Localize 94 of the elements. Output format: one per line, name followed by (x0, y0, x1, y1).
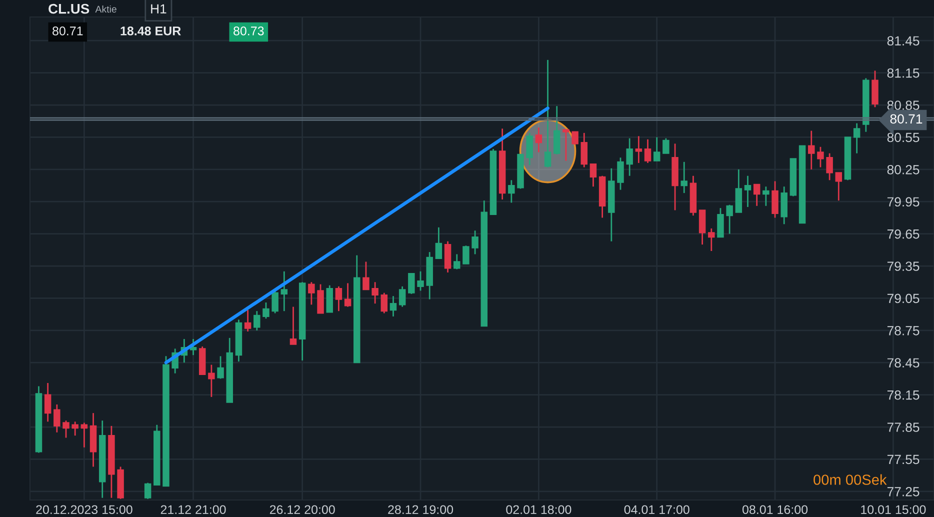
candlestick (817, 146, 824, 168)
candlestick (744, 175, 752, 208)
candlestick (708, 228, 715, 252)
x-tick-label: 26.12 20:00 (270, 505, 335, 514)
y-tick-label: 77.85 (887, 422, 920, 432)
candlestick (698, 210, 706, 246)
y-tick-label: 81.15 (887, 68, 920, 78)
text: H1 (151, 4, 166, 14)
candlestick (772, 180, 778, 218)
candlestick (717, 207, 724, 238)
chart-title: CL.US (48, 4, 90, 14)
x-tick-label: 04.01 17:00 (624, 505, 690, 514)
candlestick (644, 138, 652, 164)
y-tick-label: 81.45 (887, 36, 920, 46)
candlestick (590, 163, 597, 188)
candlestick (435, 226, 442, 260)
candlestick (244, 309, 252, 332)
candlestick (617, 156, 624, 190)
candlestick (417, 270, 424, 292)
candlestick (626, 138, 633, 177)
candlestick (580, 132, 588, 168)
candlestick (372, 281, 378, 304)
ref-line-label: 80.71 (890, 114, 922, 124)
annotation: 80.71 (52, 26, 83, 36)
candlestick (680, 161, 688, 194)
candlestick (835, 172, 842, 202)
candlestick (735, 168, 742, 214)
candlestick (262, 302, 270, 320)
annotation: 00m 00Sek (814, 474, 887, 485)
candlestick (508, 179, 515, 204)
candlestick (344, 282, 352, 308)
y-tick-label: 78.75 (887, 326, 920, 336)
candlestick (144, 482, 152, 500)
candlestick (380, 292, 388, 314)
y-tick-label: 78.15 (887, 390, 920, 400)
x-tick-label: 10.01 15:00 (861, 505, 926, 514)
candlestick (362, 261, 370, 290)
candlestick (653, 136, 660, 162)
candlestick (444, 240, 452, 274)
x-tick-label: 28.12 19:00 (388, 505, 454, 514)
x-tick-label: 20.12.2023 15:00 (36, 505, 132, 514)
candlestick (80, 422, 88, 448)
candlestick (808, 130, 815, 170)
candlestick (272, 290, 278, 314)
y-tick-label: 80.25 (887, 164, 920, 174)
candlestick (44, 382, 52, 422)
candlestick (326, 284, 333, 313)
candlestick (317, 284, 324, 314)
y-tick-label: 79.65 (887, 229, 920, 239)
y-tick-label: 78.45 (887, 358, 920, 368)
candlestick (472, 230, 478, 255)
x-tick-label: 21.12 21:00 (160, 505, 226, 514)
candlestick (217, 355, 224, 380)
candlestick (453, 254, 460, 270)
x-tick-label: 02.01 18:00 (506, 505, 572, 514)
y-tick-label: 79.05 (887, 294, 920, 304)
candlestick (390, 295, 397, 318)
chart-subtitle: Aktie (95, 5, 116, 13)
candlestick (853, 122, 860, 154)
candlestick (208, 364, 215, 398)
candlestick (780, 186, 788, 225)
candlestick (544, 59, 552, 168)
candlestick (308, 281, 315, 306)
candlestick (572, 131, 578, 146)
candlestick (190, 338, 197, 356)
candlestick (662, 138, 670, 154)
candlestick (72, 420, 78, 436)
candlestick (526, 132, 533, 166)
y-tick-label: 79.95 (887, 197, 920, 207)
candlestick (254, 310, 260, 332)
candlestick (635, 135, 642, 164)
candlestick (535, 126, 542, 153)
candlestick (726, 204, 733, 235)
candlestick (826, 152, 833, 181)
y-tick-label: 77.55 (887, 454, 920, 464)
y-tick-label: 77.25 (887, 486, 920, 496)
y-tick-label: 79.35 (887, 262, 920, 271)
candlestick (553, 105, 560, 156)
candlestick (290, 306, 297, 346)
candlestick (753, 184, 760, 207)
annotation: 80.73 (234, 26, 264, 36)
candlestick (762, 186, 770, 207)
annotation: 18.48 EUR (120, 26, 181, 36)
candlestick (872, 70, 878, 108)
candlestick (335, 286, 342, 312)
candlestick (462, 244, 470, 265)
candlestick (398, 286, 406, 308)
y-tick-label: 80.55 (887, 132, 920, 142)
candlestick (562, 129, 570, 162)
candlestick (62, 420, 70, 438)
x-tick-label: 08.01 16:00 (742, 505, 808, 514)
candlestick (280, 270, 288, 312)
candlestick (54, 404, 60, 434)
candlestick (408, 272, 415, 295)
